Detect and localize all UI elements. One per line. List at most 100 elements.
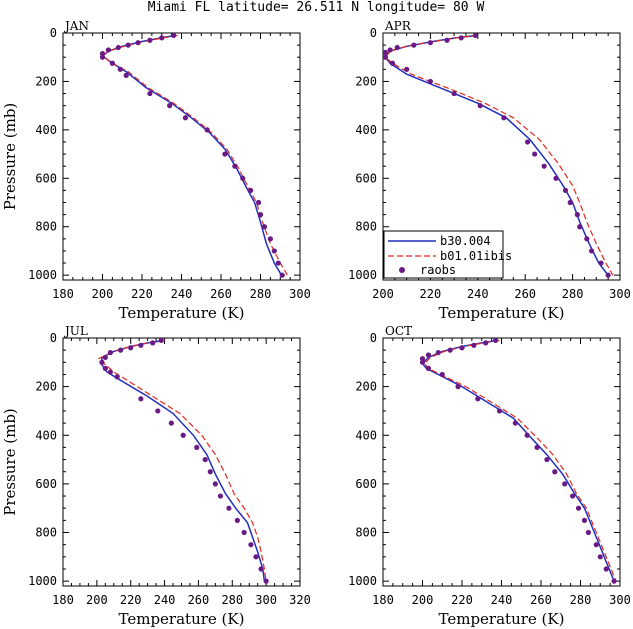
y-tick-label-oct: 1000 [348,574,377,588]
raobs-point-apr [387,47,393,53]
y-tick-label-oct: 200 [355,380,377,394]
x-tick-label-jan: 220 [131,287,153,301]
x-tick-label-oct: 180 [372,593,394,607]
raobs-point-jan [261,224,268,230]
raobs-point-jul [253,554,259,560]
x-tick-label-jul: 200 [86,593,108,607]
raobs-point-jul [99,359,105,365]
x-tick-label-jul: 280 [221,593,243,607]
raobs-point-jul [194,444,200,451]
y-tick-label-apr: 200 [355,74,377,88]
raobs-point-jan [271,248,277,254]
raobs-point-apr [382,54,388,60]
raobs-point-apr [567,199,573,206]
panel-label-apr: APR [384,19,412,33]
x-tick-label-apr: 300 [609,287,631,301]
x-tick-label-oct: 300 [609,593,631,607]
raobs-point-jul [217,493,224,499]
raobs-point-oct [447,347,453,353]
raobs-point-jan [159,35,165,41]
raobs-point-apr [577,224,583,230]
raobs-point-jan [248,187,254,194]
raobs-point-oct [512,420,518,426]
raobs-point-jan [117,66,123,72]
x-tick-label-oct: 200 [412,593,434,607]
raobs-point-jan [147,37,153,43]
raobs-point-oct [575,505,582,511]
raobs-point-apr [382,49,388,55]
panel-oct: 180 200 220 240 260 280 300 0 200 400 600 800 1000 OC… [348,324,631,628]
x-tick-label-jul: 240 [154,593,176,607]
raobs-point-jul [202,456,208,463]
x-tick-label-jan: 260 [210,287,232,301]
raobs-point-jul [102,354,108,361]
raobs-point-apr [574,212,580,218]
series-line-b01-01ibis-jul [97,339,267,582]
raobs-point-apr [541,163,547,169]
raobs-point-apr [588,248,595,254]
x-tick-label-jul: 260 [188,593,210,607]
raobs-point-jan [222,151,228,157]
raobs-point-apr [444,37,450,43]
raobs-point-apr [532,151,538,157]
raobs-point-jan [279,272,285,278]
raobs-point-jul [248,542,254,548]
raobs-point-jul [107,349,113,356]
y-tick-label-jan: 800 [35,220,57,234]
series-line-b01-01ibis-oct [423,339,617,582]
series-line-b01-01ibis-apr [384,34,614,276]
raobs-point-jul [138,342,144,348]
y-tick-label-jul: 200 [35,380,57,394]
raobs-point-oct [419,356,426,362]
x-tick-label-jan: 200 [92,287,114,301]
raobs-point-jan [204,127,210,133]
y-tick-label-apr: 0 [370,26,377,40]
y-tick-label-jul: 400 [35,428,57,442]
raobs-point-apr [389,60,396,66]
y-tick-label-apr: 800 [355,220,377,234]
x-tick-label-oct: 220 [451,593,473,607]
raobs-point-apr [562,187,569,194]
raobs-point-jul [114,374,120,380]
raobs-point-oct [581,517,588,523]
raobs-point-jan [125,42,131,48]
panel-apr: 200 220 240 260 280 300 0 200 400 600 800 1000 APR Te… [348,19,631,322]
raobs-point-oct [611,578,617,584]
raobs-point-apr [477,103,483,109]
y-tick-label-jul: 600 [35,477,57,491]
raobs-point-oct [483,340,489,346]
plot-frame-oct [382,337,621,587]
raobs-point-apr [411,42,417,48]
raobs-point-jul [241,529,247,536]
y-tick-label-jul: 800 [35,526,57,540]
x-axis-label-jul: Temperature (K) [119,610,245,628]
raobs-point-oct [603,566,609,572]
x-tick-label-apr: 200 [372,287,394,301]
raobs-point-oct [435,349,441,356]
raobs-point-apr [584,236,590,242]
y-tick-label-jul: 0 [50,331,57,345]
raobs-point-jan [123,72,129,78]
raobs-point-apr [451,90,457,97]
raobs-point-jul [263,578,269,584]
legend-label-ibis: b01.01ibis [440,249,512,263]
raobs-point-oct [425,352,432,358]
raobs-point-oct [570,493,576,499]
raobs-point-apr [404,66,410,72]
x-tick-label-oct: 240 [491,593,513,607]
raobs-point-jan [105,47,112,53]
raobs-point-jan [182,115,189,121]
raobs-point-oct [419,359,426,365]
y-axis-label-jul: Pressure (mb) [1,408,19,516]
raobs-point-jul [207,469,213,475]
raobs-point-apr [501,115,507,121]
raobs-point-jul [234,517,240,523]
raobs-point-jan [255,199,262,206]
panel-jul: 180 200 220 240 260 280 300 320 0 200 400 600 800 100… [1,324,311,628]
raobs-point-jul [107,369,113,375]
legend-marker-raobs [399,267,405,273]
raobs-point-oct [439,371,445,378]
raobs-point-jul [226,505,232,511]
raobs-point-jul [117,347,124,353]
